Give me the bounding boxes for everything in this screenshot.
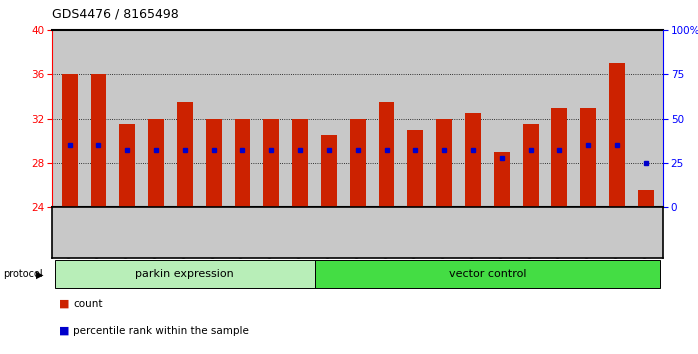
Bar <box>378 102 394 207</box>
Bar <box>292 119 308 207</box>
Bar <box>465 113 481 207</box>
Bar <box>61 74 77 207</box>
Text: GSM729740: GSM729740 <box>94 207 103 258</box>
Bar <box>494 152 510 207</box>
Text: GSM729738: GSM729738 <box>641 207 651 258</box>
Bar <box>206 119 221 207</box>
Text: GSM729727: GSM729727 <box>325 207 334 258</box>
Text: count: count <box>73 299 103 309</box>
Text: ■: ■ <box>59 299 70 309</box>
Text: GSM729741: GSM729741 <box>123 207 132 258</box>
Bar <box>321 135 337 207</box>
Text: GSM729734: GSM729734 <box>526 207 535 258</box>
Text: GSM729728: GSM729728 <box>353 207 362 258</box>
Text: GSM729735: GSM729735 <box>555 207 564 258</box>
Bar <box>580 108 596 207</box>
Bar <box>523 124 538 207</box>
Bar <box>436 119 452 207</box>
Text: GSM729731: GSM729731 <box>440 207 449 258</box>
Bar <box>408 130 423 207</box>
Bar <box>350 119 366 207</box>
Text: GSM729729: GSM729729 <box>382 207 391 258</box>
Text: ▶: ▶ <box>36 269 44 279</box>
Text: GSM729746: GSM729746 <box>267 207 276 258</box>
Text: percentile rank within the sample: percentile rank within the sample <box>73 326 249 336</box>
Text: GSM729742: GSM729742 <box>151 207 161 258</box>
Text: GSM729732: GSM729732 <box>468 207 477 258</box>
Text: parkin expression: parkin expression <box>135 269 235 279</box>
Bar <box>551 108 567 207</box>
Bar <box>235 119 251 207</box>
Text: GSM729743: GSM729743 <box>180 207 189 258</box>
Bar <box>119 124 135 207</box>
Bar <box>609 63 625 207</box>
Text: GSM729733: GSM729733 <box>497 207 506 258</box>
Bar <box>148 119 164 207</box>
Bar <box>91 74 106 207</box>
Text: vector control: vector control <box>449 269 526 279</box>
Bar <box>315 260 660 288</box>
Text: ■: ■ <box>59 326 70 336</box>
Text: GSM729744: GSM729744 <box>209 207 218 258</box>
Bar <box>55 260 315 288</box>
Bar <box>177 102 193 207</box>
Text: GSM729739: GSM729739 <box>65 207 74 258</box>
Text: GSM729745: GSM729745 <box>238 207 247 258</box>
Bar <box>263 119 279 207</box>
Text: GSM729747: GSM729747 <box>296 207 304 258</box>
Text: GSM729736: GSM729736 <box>584 207 593 258</box>
Bar <box>638 190 654 207</box>
Text: GDS4476 / 8165498: GDS4476 / 8165498 <box>52 7 179 20</box>
Text: GSM729737: GSM729737 <box>613 207 621 258</box>
Text: GSM729730: GSM729730 <box>411 207 419 258</box>
Text: protocol: protocol <box>3 269 43 279</box>
